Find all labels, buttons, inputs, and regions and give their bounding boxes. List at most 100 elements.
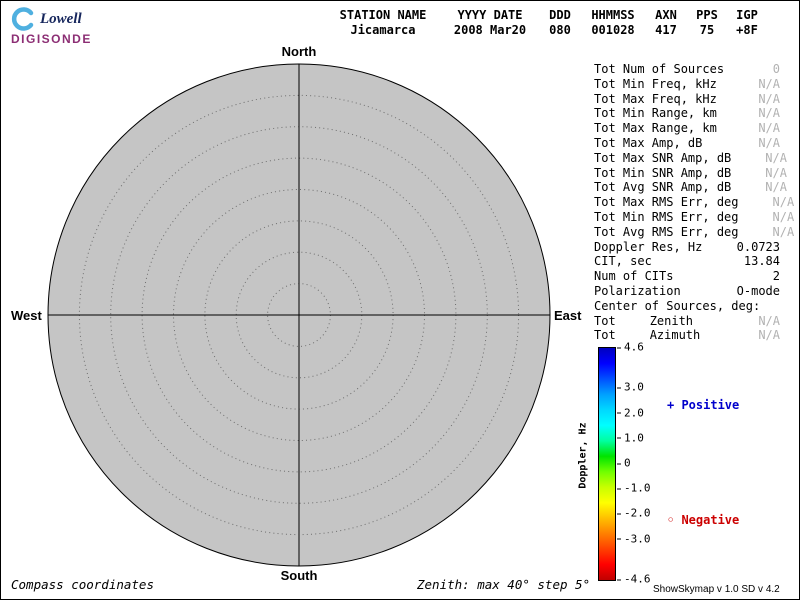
stat-sublabel (652, 254, 744, 269)
stat-row: Polarization O-mode (594, 284, 780, 299)
stat-row: Tot Max Freq, kHz N/A (594, 92, 780, 107)
stat-sublabel (702, 136, 758, 151)
header-col-igp: IGP +8F (729, 8, 765, 38)
stat-sublabel (739, 195, 773, 210)
stat-label: Tot (594, 328, 616, 343)
footer-zenith-note: Zenith: max 40° step 5° (417, 577, 591, 592)
header-label: YYYY DATE (457, 8, 523, 22)
header-label: PPS (696, 8, 718, 22)
stat-value: O-mode (736, 283, 780, 298)
stat-sublabel (717, 92, 758, 107)
header-info: STATION NAME Jicamarca YYYY DATE 2008 Ma… (327, 8, 765, 38)
colorbar-tick-labels: 4.6 3.0 2.0 1.0 0 -1.0 -2.0 -3.0 -4.6 (617, 341, 661, 586)
compass-label-west: West (11, 308, 42, 323)
stat-label: Tot Min Range, km (594, 106, 717, 121)
stat-row: Tot Azimuth N/A (594, 328, 780, 343)
stat-row: Center of Sources, deg: (594, 299, 780, 314)
legend-positive: + Positive (667, 398, 740, 412)
stat-value: N/A (758, 76, 780, 91)
colorbar-tick: 1.0 (617, 431, 644, 444)
stat-row: Tot Max SNR Amp, dB N/A (594, 150, 787, 166)
stat-sublabel (731, 166, 765, 181)
header-label: DDD (549, 8, 571, 22)
stat-label: Tot Min RMS Err, deg (594, 209, 739, 224)
stat-row: Tot Num of Sources 0 (594, 62, 780, 77)
header-value: +8F (736, 23, 758, 37)
stat-value: N/A (765, 165, 787, 180)
stat-label: Tot (594, 313, 616, 328)
stat-value: N/A (765, 150, 787, 165)
stat-sublabel (673, 269, 772, 284)
stat-value: 0.0723 (736, 239, 780, 254)
colorbar-tick: 4.6 (617, 341, 644, 354)
stat-row: Num of CITs 2 (594, 269, 780, 284)
measurement-stats-panel: Tot Num of Sources 0 Tot Min Freq, kHz N/A T… (594, 62, 794, 343)
header-col-axn: AXN 417 (647, 8, 685, 38)
stat-label: CIT, sec (594, 254, 652, 269)
stat-row: Tot Min Range, km N/A (594, 106, 780, 121)
stat-row: CIT, sec 13.84 (594, 254, 780, 269)
stat-label: Tot Min SNR Amp, dB (594, 165, 732, 180)
stat-sublabel (681, 284, 737, 299)
colorbar-tick: 0 (617, 457, 631, 470)
stat-value: N/A (758, 135, 780, 150)
footer-version-note: ShowSkymap v 1.0 SD v 4.2 (653, 584, 780, 595)
stat-value: 13.84 (743, 254, 780, 269)
stat-value: N/A (765, 180, 787, 195)
stat-sublabel (731, 180, 765, 195)
stat-row: Tot Max Range, km N/A (594, 121, 780, 136)
stat-value: N/A (758, 106, 780, 121)
colorbar-tick: -2.0 (617, 507, 651, 520)
stat-sublabel (717, 106, 758, 121)
header-label: AXN (655, 8, 677, 22)
stat-value: 0 (772, 62, 780, 76)
compass-label-east: East (554, 308, 582, 323)
lowell-digisonde-logo: Lowell DIGISONDE (11, 7, 141, 51)
header-label: HHMMSS (591, 8, 635, 22)
stat-row: Tot Min SNR Amp, dB N/A (594, 165, 787, 181)
doppler-colorbar (598, 347, 616, 581)
header-value: Jicamarca (350, 23, 416, 37)
compass-label-south: South (280, 568, 318, 583)
colorbar-title: Doppler, Hz (577, 422, 589, 489)
header-value: 2008 Mar20 (453, 23, 527, 37)
stat-sublabel: Azimuth (649, 328, 701, 343)
colorbar-tick: -3.0 (617, 532, 651, 545)
header-value: 001028 (591, 23, 635, 37)
header-col-pps: PPS 75 (690, 8, 724, 38)
legend-negative: ◦ Negative (667, 513, 740, 527)
header-value: 417 (655, 23, 677, 37)
stat-value: N/A (758, 328, 780, 343)
stat-value: N/A (772, 195, 795, 210)
stat-label: Tot Max SNR Amp, dB (594, 150, 732, 165)
stat-label: Tot Max RMS Err, deg (594, 195, 739, 210)
stat-sublabel (739, 225, 773, 240)
stat-label: Num of CITs (594, 269, 674, 284)
header-label: IGP (736, 8, 758, 22)
lowell-swoosh-icon (11, 7, 34, 31)
stat-sublabel (717, 121, 758, 136)
stat-label: Tot Min Freq, kHz (594, 76, 717, 91)
skymap-polar-plot (47, 63, 551, 567)
header-col-time: HHMMSS 001028 (584, 8, 642, 38)
header-value: 75 (699, 23, 715, 37)
stat-label: Tot Num of Sources (594, 62, 725, 76)
header-col-ddd: DDD 080 (541, 8, 579, 38)
stat-sublabel (760, 299, 794, 314)
stat-label: Center of Sources, deg: (594, 298, 761, 313)
stat-label: Tot Avg RMS Err, deg (594, 224, 739, 239)
stat-row: Tot Max RMS Err, deg N/A (594, 195, 794, 210)
footer-coordinates-note: Compass coordinates (11, 577, 154, 592)
header-value: 080 (549, 23, 571, 37)
colorbar-tick: 3.0 (617, 381, 644, 394)
logo-brand-text: Lowell (40, 10, 82, 27)
stat-label: Tot Max Freq, kHz (594, 91, 717, 106)
stat-label: Polarization (594, 283, 681, 298)
colorbar-tick: -1.0 (617, 482, 651, 495)
colorbar-tick: -4.6 (617, 573, 651, 586)
stat-row: Tot Avg SNR Amp, dB N/A (594, 180, 787, 195)
stat-sublabel (702, 240, 736, 255)
stat-row: Tot Min Freq, kHz N/A (594, 77, 780, 92)
stat-label: Doppler Res, Hz (594, 239, 703, 254)
